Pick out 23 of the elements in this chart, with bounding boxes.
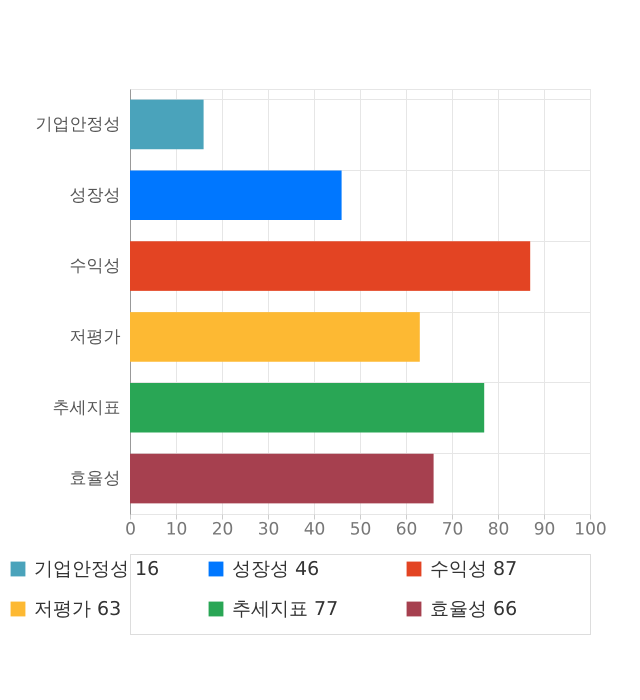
y-tick-label: 효율성 xyxy=(70,468,120,489)
legend-label: 추세지표 77 xyxy=(232,598,338,620)
y-tick-label: 성장성 xyxy=(70,185,120,206)
x-tick-label: 60 xyxy=(396,520,418,540)
x-tick-label: 90 xyxy=(534,520,556,540)
y-tick-label: 추세지표 xyxy=(52,398,120,418)
x-tick-label: 50 xyxy=(350,520,372,540)
y-tick-label: 수익성 xyxy=(70,256,120,276)
x-tick-label: 40 xyxy=(304,520,326,540)
x-tick-label: 80 xyxy=(488,520,510,540)
legend-label: 성장성 46 xyxy=(232,558,320,580)
x-tick-label: 10 xyxy=(166,520,188,540)
x-tick-label: 30 xyxy=(258,520,280,540)
x-tick-label: 0 xyxy=(125,520,136,540)
x-tick-label: 100 xyxy=(574,520,607,540)
x-tick-label: 70 xyxy=(442,520,464,540)
legend-label: 효율성 66 xyxy=(430,598,518,620)
legend-label: 저평가 63 xyxy=(34,598,122,620)
y-tick-label: 저평가 xyxy=(70,326,120,347)
legend-label: 수익성 87 xyxy=(430,558,518,580)
x-tick-label: 20 xyxy=(212,520,234,540)
legend-label: 기업안정성 16 xyxy=(34,558,160,580)
y-tick-label: 기업안정성 xyxy=(36,114,120,134)
